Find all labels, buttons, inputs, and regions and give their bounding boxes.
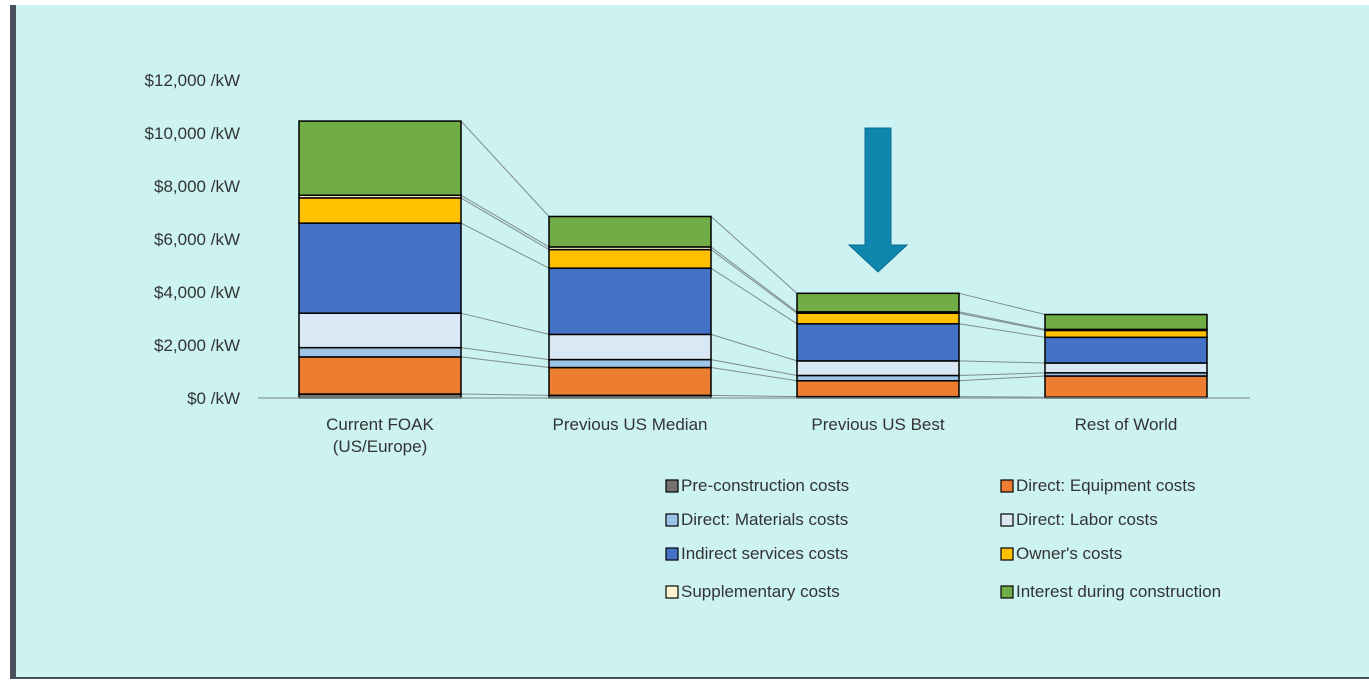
legend-swatch	[1000, 547, 1014, 561]
y-tick-label: $0 /kW	[187, 389, 240, 408]
down-arrow-icon	[847, 127, 909, 273]
connector-line	[958, 360, 1046, 364]
bar-segment-3-1	[548, 333, 712, 361]
bar-segment-1-3	[1044, 375, 1208, 398]
connector-line	[958, 312, 1046, 331]
legend-swatch	[1000, 585, 1014, 599]
connector-line	[710, 267, 798, 325]
bar-segment-4-3	[1044, 336, 1208, 364]
connector-line	[710, 249, 798, 314]
legend-swatch	[665, 585, 679, 599]
bar-segment-5-2	[796, 312, 960, 325]
category-label: Current FOAK	[326, 415, 434, 434]
connector-line	[460, 347, 550, 361]
bar-segment-2-0	[298, 346, 462, 358]
bar-segment-3-3	[1044, 362, 1208, 374]
bar-segment-3-2	[796, 360, 960, 377]
bar-segment-7-1	[548, 215, 712, 248]
bar-segment-1-1	[548, 366, 712, 397]
bar-segment-1-0	[298, 356, 462, 395]
bar-segment-5-0	[298, 197, 462, 224]
legend-swatch	[665, 479, 679, 493]
connector-line	[710, 216, 798, 294]
legend-entry: Supplementary costs	[681, 582, 840, 601]
category-labels: Current FOAK (US/Europe) Previous US Media…	[326, 415, 1177, 456]
bar-segment-3-0	[298, 312, 462, 349]
connector-line	[958, 396, 1046, 398]
legend-entry: Owner's costs	[1016, 544, 1122, 563]
y-tick-label: $10,000 /kW	[145, 124, 240, 143]
bar-segment-7-0	[298, 120, 462, 197]
connector-line	[460, 356, 550, 369]
bar-segment-7-3	[1044, 313, 1208, 331]
bar-segment-4-0	[298, 222, 462, 314]
connector-line	[958, 375, 1046, 382]
legend-entry: Direct: Labor costs	[1016, 510, 1158, 529]
connector-line	[460, 194, 550, 248]
y-tick-label: $4,000 /kW	[154, 283, 240, 302]
legend-entry: Direct: Equipment costs	[1016, 476, 1196, 495]
category-label: (US/Europe)	[333, 437, 427, 456]
connector-line	[958, 323, 1046, 338]
legend-swatch	[1000, 479, 1014, 493]
connector-line	[958, 372, 1046, 376]
bar-segment-1-2	[796, 380, 960, 398]
bar-segment-7-2	[796, 292, 960, 313]
legend-swatch	[665, 547, 679, 561]
bar-segment-2-1	[548, 358, 712, 369]
y-tick-label: $2,000 /kW	[154, 336, 240, 355]
connector-line	[710, 359, 798, 376]
connector-line	[958, 292, 1046, 316]
y-tick-label: $12,000 /kW	[145, 71, 240, 90]
legend-entry: Indirect services costs	[681, 544, 848, 563]
connector-line	[460, 222, 550, 269]
bar-stacks	[298, 120, 1208, 399]
connector-line	[710, 394, 798, 398]
category-label: Previous US Best	[811, 415, 944, 434]
legend-swatch	[665, 513, 679, 527]
connector-line	[710, 333, 798, 362]
annotations	[847, 127, 909, 273]
legend: Pre-construction costs Direct: Equipment …	[665, 476, 1221, 601]
legend-swatch	[1000, 513, 1014, 527]
connector-line	[460, 120, 550, 217]
connector-line	[710, 246, 798, 313]
category-label: Previous US Median	[553, 415, 708, 434]
bar-segment-4-1	[548, 267, 712, 336]
legend-entry: Direct: Materials costs	[681, 510, 848, 529]
category-label: Rest of World	[1075, 415, 1178, 434]
connector-line	[710, 367, 798, 382]
connector-lines	[460, 120, 1046, 398]
y-tick-label: $6,000 /kW	[154, 230, 240, 249]
connector-line	[460, 312, 550, 335]
connector-line	[460, 393, 550, 396]
y-tick-labels: $0 /kW $2,000 /kW $4,000 /kW $6,000 /kW $8,0…	[145, 71, 240, 408]
bar-segment-5-3	[1044, 329, 1208, 339]
connector-line	[958, 311, 1046, 330]
y-tick-label: $8,000 /kW	[154, 177, 240, 196]
legend-entry: Interest during construction	[1016, 582, 1221, 601]
legend-entry: Pre-construction costs	[681, 476, 849, 495]
bar-segment-4-2	[796, 323, 960, 362]
bar-segment-5-1	[548, 248, 712, 269]
bar-segment-2-2	[796, 374, 960, 382]
connector-line	[460, 197, 550, 251]
